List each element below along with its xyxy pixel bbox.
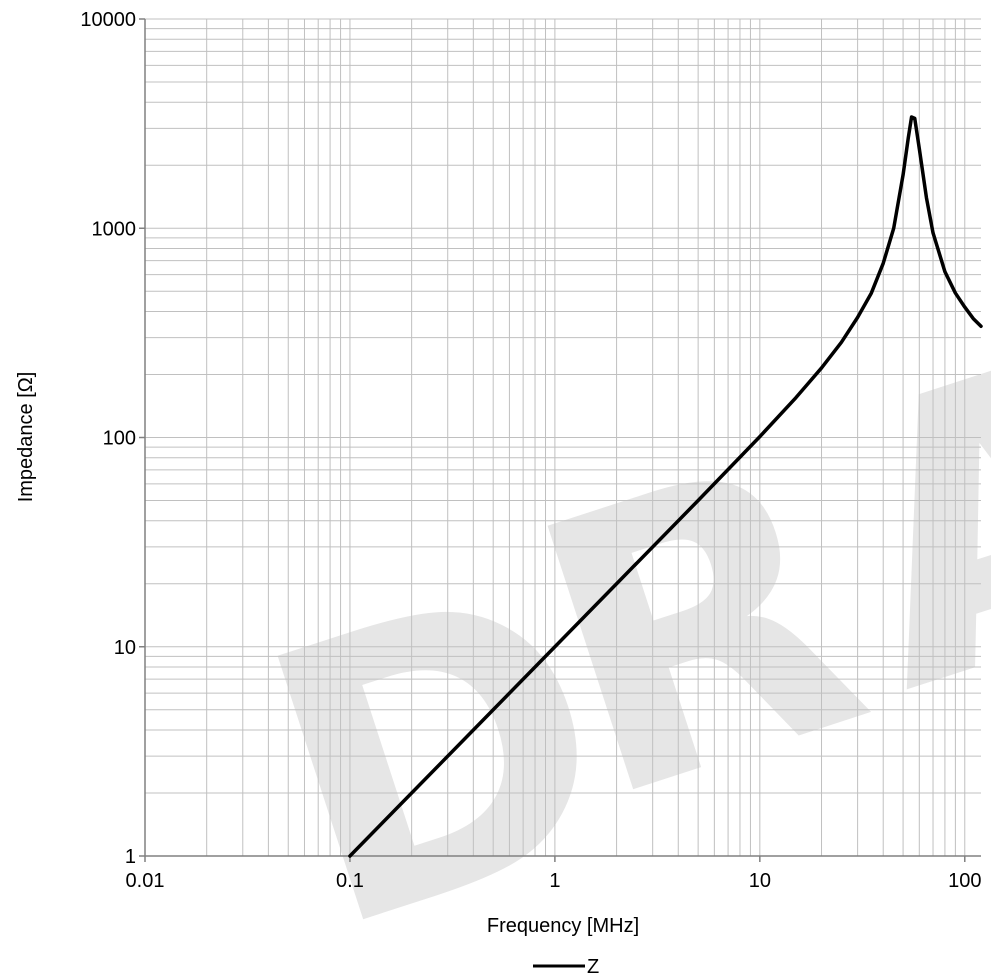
y-axis-title: Impedance [Ω] xyxy=(15,372,37,503)
axes xyxy=(139,18,981,862)
y-tick-label: 10000 xyxy=(80,9,136,31)
x-tick-label: 1 xyxy=(549,870,560,892)
x-axis-title: Frequency [MHz] xyxy=(487,915,639,937)
x-tick-label: 10 xyxy=(749,870,771,892)
legend-label-z: Z xyxy=(587,956,599,977)
series-line-z xyxy=(348,115,983,858)
x-tick-label: 0.1 xyxy=(336,870,364,892)
y-tick-label: 100 xyxy=(103,428,136,450)
y-tick-label: 1000 xyxy=(92,218,137,240)
x-tick-label: 100 xyxy=(948,870,981,892)
x-tick-label: 0.01 xyxy=(126,870,165,892)
legend: Z xyxy=(533,956,599,977)
grid xyxy=(144,18,981,857)
series-layer xyxy=(348,115,983,858)
y-tick-label: 10 xyxy=(114,637,136,659)
y-tick-label: 1 xyxy=(125,846,136,868)
tick-labels: 0.01 0.1 1 10 100 1 10 100 1000 10000 xyxy=(80,9,981,892)
